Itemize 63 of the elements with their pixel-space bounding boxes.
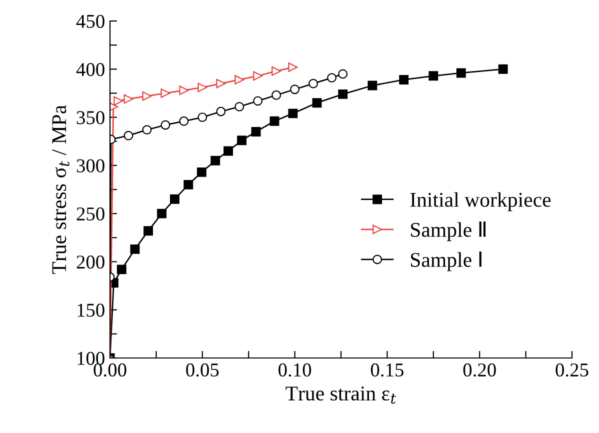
point <box>124 130 134 140</box>
point <box>114 96 124 106</box>
x-tick-label: 0.15 <box>370 363 404 377</box>
point <box>251 127 261 136</box>
point <box>234 75 244 84</box>
y-tick-label: 350 <box>76 111 104 124</box>
y-tick-label: 150 <box>78 304 104 317</box>
y-tick-label: 300 <box>76 159 104 172</box>
point <box>179 116 189 126</box>
point <box>456 68 466 78</box>
legend-label: Sample Ⅰ <box>410 252 482 272</box>
x-tick-label: 0.25 <box>556 363 588 377</box>
point <box>198 82 208 92</box>
point <box>160 88 170 98</box>
point <box>270 116 280 126</box>
point <box>157 208 166 218</box>
point <box>290 84 300 94</box>
point <box>327 73 336 83</box>
y-axis-title: True stress σ$_{t}$ / MPa <box>52 105 70 274</box>
point <box>272 90 282 100</box>
point <box>216 106 226 116</box>
point <box>498 64 508 74</box>
point <box>272 66 282 76</box>
point <box>288 108 298 118</box>
point <box>124 94 134 104</box>
point <box>144 226 153 236</box>
point <box>312 98 322 108</box>
y-tick-label: 250 <box>76 207 104 221</box>
point <box>170 194 180 204</box>
x-tick-label: 0.05 <box>186 363 219 377</box>
point <box>130 244 140 254</box>
y-tick-label: 400 <box>76 62 104 76</box>
x-tick-label: 0.00 <box>94 363 126 377</box>
point <box>142 91 152 101</box>
point <box>179 86 189 96</box>
x-tick-label: 0.10 <box>278 363 312 377</box>
point <box>216 78 226 88</box>
point <box>224 146 233 156</box>
point <box>288 62 298 72</box>
point <box>160 120 170 130</box>
point <box>253 96 263 106</box>
point <box>308 78 318 88</box>
x-tick-label: 0.20 <box>463 363 496 377</box>
point <box>368 80 378 90</box>
point <box>237 136 246 146</box>
point <box>210 156 220 166</box>
point <box>116 264 126 274</box>
point <box>253 71 263 81</box>
y-tick-label: 100 <box>78 352 104 365</box>
point <box>234 102 244 112</box>
legend-label: Initial workpiece <box>410 192 551 212</box>
point <box>196 167 206 177</box>
point <box>399 75 409 84</box>
point <box>184 180 194 190</box>
point <box>198 112 208 122</box>
point <box>338 69 348 79</box>
point <box>338 89 348 99</box>
point <box>428 71 438 81</box>
x-axis-title: True strain ε$_{t}$ <box>286 386 396 404</box>
legend-label: Sample Ⅱ <box>410 222 486 242</box>
y-tick-label: 200 <box>76 256 104 269</box>
y-tick-label: 450 <box>76 14 104 28</box>
point <box>142 125 152 135</box>
